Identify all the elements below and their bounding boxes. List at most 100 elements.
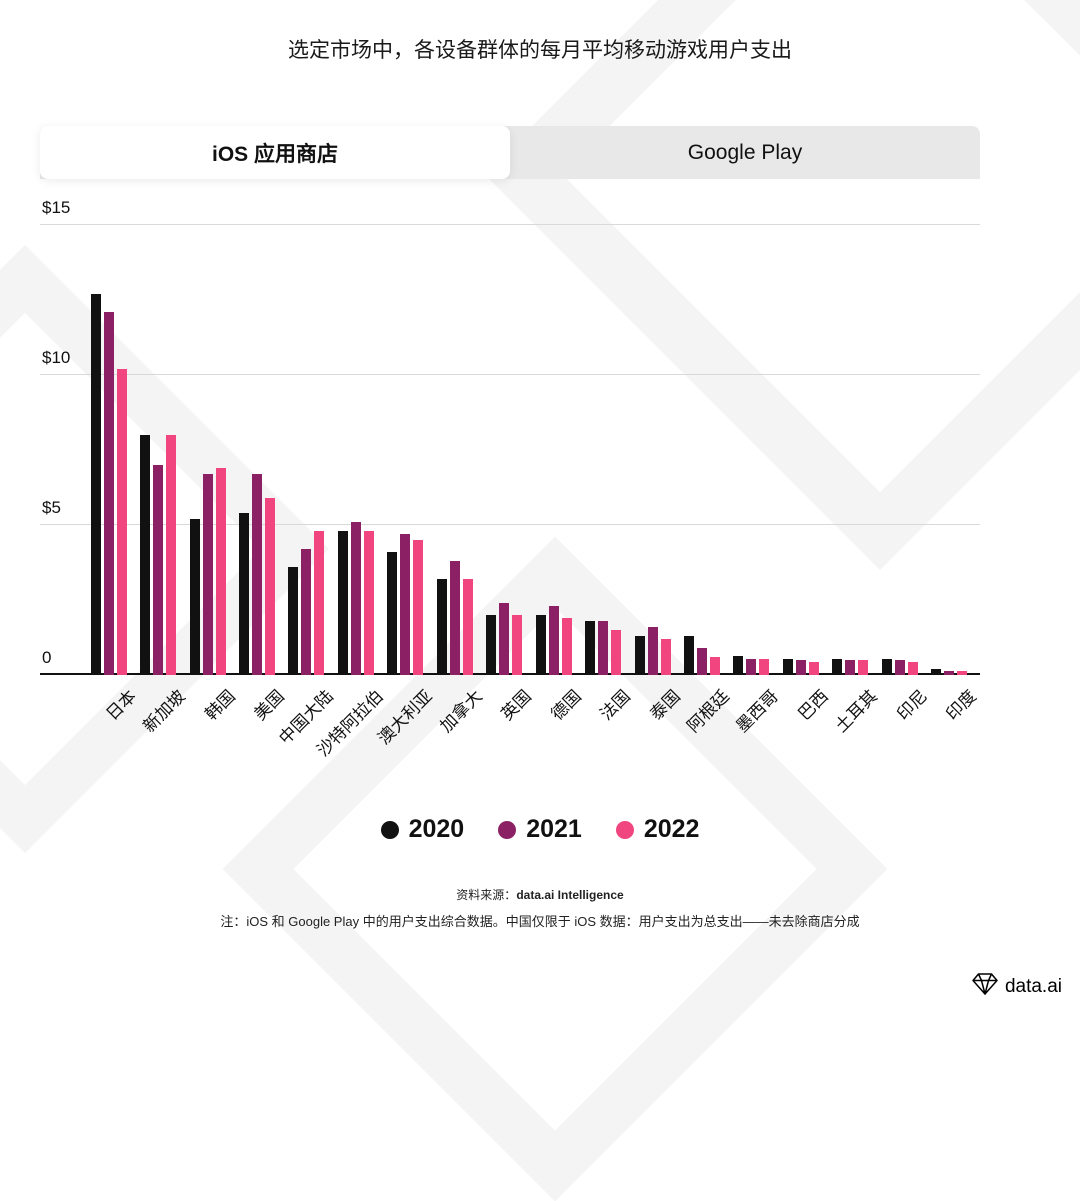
bar-2021 [598,621,609,675]
legend-item-2021: 2021 [498,815,582,844]
y-tick-label: $5 [42,498,61,518]
bar-group [727,225,776,675]
bar-2020 [634,636,645,675]
bar-2022 [265,498,276,675]
bar-2021 [894,660,905,675]
bar-2022 [957,671,968,675]
data-ai-brand: data.ai [972,972,1062,1002]
bar-2020 [832,658,843,675]
bar-group [677,225,726,675]
bar-2021 [202,474,213,675]
bar-2022 [907,661,918,675]
x-label-cell: 法国 [578,675,634,787]
bar-group [331,225,380,675]
bar-2020 [585,621,596,675]
legend-dot [498,820,517,839]
bar-group [776,225,825,675]
bar-group [232,225,281,675]
legend-label: 2020 [408,815,465,843]
x-label-cell: 泰国 [628,675,683,787]
bar-2022 [314,531,325,675]
x-tick-label: 阿根廷 [683,686,733,737]
bar-2022 [116,369,127,675]
bar-2021 [103,312,114,675]
x-label-cell: 德国 [529,675,584,787]
gridline [40,374,980,376]
source-prefix: 资料来源： [456,888,517,902]
x-label-cell: 印尼 [875,675,930,787]
bar-2022 [759,658,770,675]
bar-2021 [944,671,955,675]
bar-2021 [350,522,361,675]
bar-group [578,225,627,675]
bar-2020 [337,531,348,675]
gridline [40,224,980,225]
y-tick-label: $10 [42,348,71,368]
bar-group [924,225,973,675]
legend-label: 2022 [643,815,700,843]
tab-ios-app-store[interactable]: iOS 应用商店 [40,126,510,179]
data-ai-logo-icon [972,972,998,1002]
bar-2022 [660,639,671,675]
legend-item-2020: 2020 [380,815,465,844]
x-labels-row: 日本 新加坡 韩国 美国 中国大陆 沙特阿拉伯 澳大利亚 加拿大 英国 德国 法国 泰国 阿根廷 墨西哥巴… [40,675,980,787]
x-label-cell: 新加坡 [133,675,189,787]
bar-group [529,225,578,675]
bar-group [381,225,430,675]
plot-area: 0 $5 $10 $15 [40,198,980,675]
bar-2022 [611,630,622,675]
bar-2022 [166,435,177,675]
bar-2021 [647,627,658,675]
bar-group [133,225,182,675]
bar-2020 [387,552,398,675]
bar-2020 [436,579,447,675]
bar-2020 [733,655,744,675]
bar-2021 [252,474,263,675]
legend-dot [380,820,399,839]
bar-2021 [400,534,411,675]
bar-group [430,225,479,675]
footnote: 注：iOS 和 Google Play 中的用户支出综合数据。中国仅限于 iOS… [220,914,860,929]
bar-2021 [746,658,757,675]
bar-2020 [288,567,299,675]
x-label-cell: 韩国 [183,675,238,787]
legend: 2020 2021 2022 [0,815,1080,844]
chart-page: 选定市场中，各设备群体的每月平均移动游戏用户支出 iOS 应用商店 Google… [0,34,1080,1014]
x-label-cell: 英国 [480,675,535,787]
bar-group [183,225,232,675]
bar-2021 [153,465,164,675]
x-tick-label: 澳大利亚 [374,686,437,749]
bar-2022 [363,531,374,675]
x-label-cell: 印度 [924,675,980,787]
x-label-cell: 加拿大 [430,675,485,787]
bar-2021 [499,603,510,675]
gridline [40,673,980,675]
bar-2020 [782,658,793,675]
bar-group [84,225,133,675]
bar-2022 [512,615,523,675]
x-label-cell: 日本 [84,675,139,787]
bar-2022 [413,540,424,675]
bar-group [282,225,331,675]
bar-2020 [140,435,151,675]
x-tick-label: 土耳其 [831,686,882,737]
x-tick-label: 新加坡 [139,686,190,737]
gridline [40,524,980,526]
legend-label: 2021 [526,815,582,843]
tab-google-play[interactable]: Google Play [687,140,803,164]
bar-2020 [90,294,101,675]
bar-group [826,225,875,675]
bar-2022 [709,657,720,675]
bar-group [480,225,529,675]
bar-2020 [239,513,250,675]
x-tick-label: 加拿大 [436,686,486,737]
bar-2021 [795,660,806,675]
bar-group [628,225,677,675]
y-tick-label: $15 [42,198,71,217]
bar-2021 [845,660,856,675]
bar-2021 [548,606,559,675]
x-tick-label: 墨西哥 [732,686,783,737]
bar-2021 [449,561,460,675]
bar-group [875,225,924,675]
bar-2022 [215,468,226,675]
